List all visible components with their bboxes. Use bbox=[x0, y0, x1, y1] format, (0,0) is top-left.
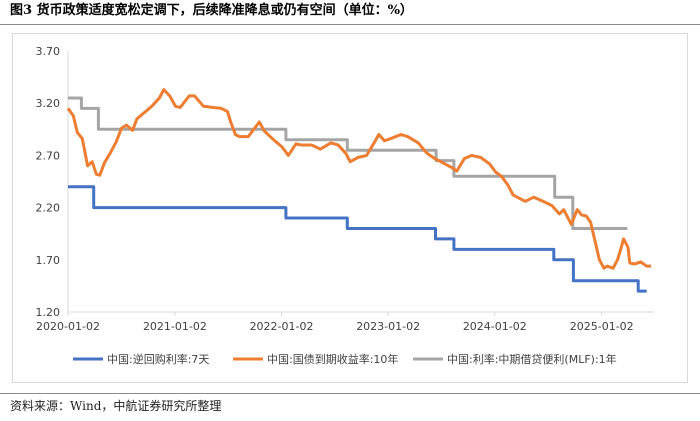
chart-title: 图3 货币政策适度宽松定调下，后续降准降息或仍有空间（单位：%） bbox=[10, 3, 413, 18]
series-line-2 bbox=[68, 96, 628, 230]
x-tick-label: 2025-01-02 bbox=[570, 320, 634, 333]
y-tick-label: 2.20 bbox=[36, 202, 61, 215]
legend-label-1: 中国:国债到期收益率:10年 bbox=[267, 352, 398, 366]
chart-frame: 1.20 1.70 2.20 2.70 3.20 3.70 2020-01-02 2021-0… bbox=[12, 33, 688, 383]
legend-label-0: 中国:逆回购利率:7天 bbox=[107, 352, 209, 366]
y-tick-label: 3.70 bbox=[36, 45, 61, 58]
x-tick-label: 2022-01-02 bbox=[250, 320, 314, 333]
y-tick-label: 1.70 bbox=[36, 254, 61, 267]
source-note: 资料来源：Wind，中航证券研究所整理 bbox=[10, 399, 222, 413]
series-line-1 bbox=[66, 88, 652, 270]
legend-label-2: 中国:利率:中期借贷便利(MLF):1年 bbox=[447, 352, 617, 366]
series-line-0 bbox=[68, 185, 647, 293]
x-tick-label: 2024-01-02 bbox=[463, 320, 527, 333]
y-tick-label: 3.20 bbox=[36, 97, 61, 110]
line-chart: 1.20 1.70 2.20 2.70 3.20 3.70 2020-01-02 2021-0… bbox=[36, 45, 654, 366]
y-tick-label: 2.70 bbox=[36, 149, 61, 162]
x-tick-label: 2020-01-02 bbox=[36, 320, 100, 333]
bottom-rule bbox=[0, 393, 700, 394]
x-tick-label: 2021-01-02 bbox=[143, 320, 207, 333]
x-tick-label: 2023-01-02 bbox=[356, 320, 420, 333]
y-tick-label: 1.20 bbox=[36, 306, 61, 319]
top-rule bbox=[0, 24, 700, 25]
